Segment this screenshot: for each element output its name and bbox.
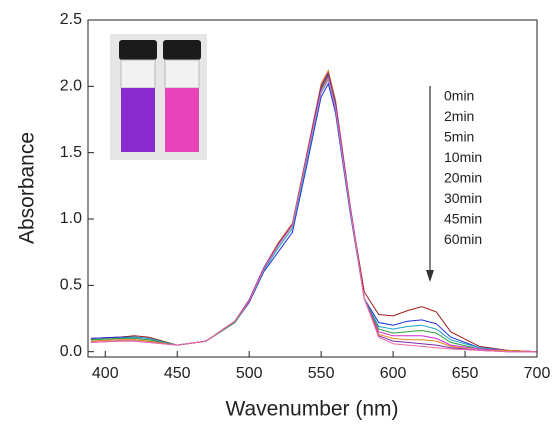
legend-label: 0min bbox=[444, 88, 474, 104]
x-tick-label: 550 bbox=[308, 365, 335, 382]
legend-label: 45min bbox=[444, 211, 482, 227]
legend-label: 5min bbox=[444, 129, 474, 145]
legend-label: 30min bbox=[444, 190, 482, 206]
series-line bbox=[90, 77, 537, 353]
x-tick-label: 400 bbox=[92, 365, 119, 382]
legend-label: 60min bbox=[444, 231, 482, 247]
y-tick-label: 2.0 bbox=[60, 78, 82, 95]
x-tick-label: 450 bbox=[164, 365, 191, 382]
plot-frame bbox=[87, 19, 538, 358]
x-tick-label: 700 bbox=[524, 365, 551, 382]
trend-arrowhead bbox=[426, 270, 434, 282]
vial-cap bbox=[163, 40, 201, 60]
y-tick-label: 1.5 bbox=[60, 144, 82, 161]
vial-cap bbox=[119, 40, 157, 60]
legend-label: 2min bbox=[444, 108, 474, 124]
legend-label: 10min bbox=[444, 149, 482, 165]
y-axis-label: Absorbance bbox=[16, 132, 39, 244]
vial-glass bbox=[120, 59, 156, 89]
y-tick-label: 2.5 bbox=[60, 11, 82, 28]
legend-label: 20min bbox=[444, 170, 482, 186]
y-tick-label: 0.5 bbox=[60, 277, 82, 294]
x-tick-label: 600 bbox=[380, 365, 407, 382]
x-tick-label: 500 bbox=[236, 365, 263, 382]
inset-photo bbox=[110, 34, 207, 160]
y-tick-label: 0.0 bbox=[60, 343, 82, 360]
vial-liquid bbox=[165, 88, 199, 152]
x-tick-label: 650 bbox=[452, 365, 479, 382]
vial-glass bbox=[164, 59, 200, 89]
y-tick-label: 1.0 bbox=[60, 210, 82, 227]
x-axis-label: Wavenumber (nm) bbox=[225, 398, 398, 421]
vial-liquid bbox=[121, 88, 155, 152]
